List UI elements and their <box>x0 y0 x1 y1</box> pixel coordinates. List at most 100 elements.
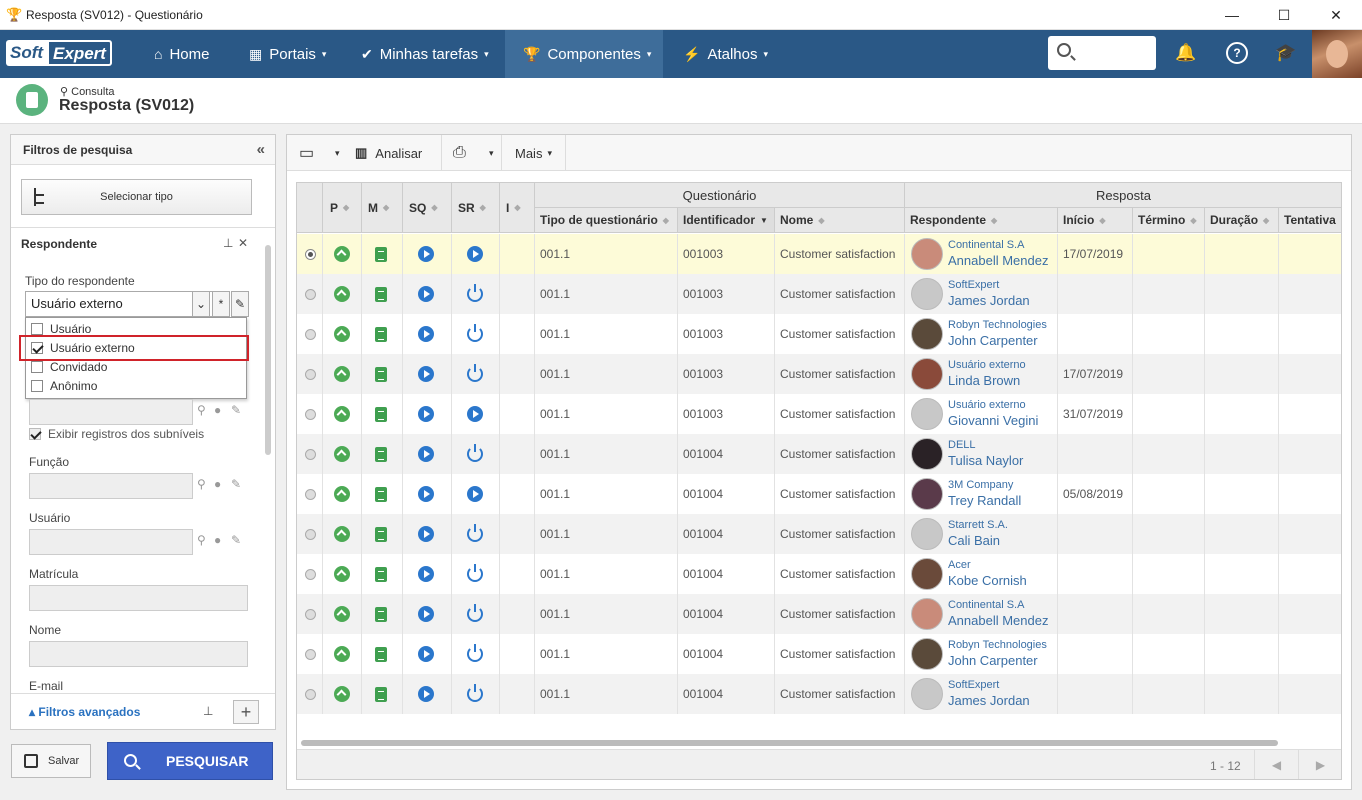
priority-up-icon[interactable] <box>334 286 350 302</box>
more-button[interactable]: Mais ▾ <box>515 145 552 161</box>
play-icon[interactable] <box>418 606 434 622</box>
print-icon[interactable]: ⎙ <box>453 144 466 161</box>
priority-up-icon[interactable] <box>334 366 350 382</box>
row-radio[interactable] <box>305 248 316 260</box>
priority-up-icon[interactable] <box>334 246 350 262</box>
table-row[interactable]: 001.1 001004 Customer satisfaction 3M Compa… <box>297 474 1341 514</box>
option-usuario[interactable]: Usuário <box>31 320 91 338</box>
respondent-name[interactable]: James Jordan <box>948 293 1030 308</box>
play-icon[interactable] <box>467 246 483 262</box>
priority-up-icon[interactable] <box>334 646 350 662</box>
priority-up-icon[interactable] <box>334 446 350 462</box>
play-icon[interactable] <box>467 406 483 422</box>
close-button[interactable]: ✕ <box>1330 6 1342 23</box>
row-radio[interactable] <box>305 528 316 540</box>
respondent-name[interactable]: Linda Brown <box>948 373 1021 388</box>
clipboard-icon[interactable] <box>375 486 387 502</box>
clipboard-icon[interactable] <box>375 246 387 262</box>
broom-icon[interactable]: ⊥ <box>203 704 214 718</box>
next-page-button[interactable]: ▶ <box>1298 750 1341 779</box>
search-icon[interactable]: ⚲ <box>197 477 206 491</box>
option-usuario-externo[interactable]: Usuário externo <box>31 339 135 357</box>
power-icon[interactable] <box>467 324 483 342</box>
close-icon[interactable]: ✕ <box>238 236 249 250</box>
header-inicio[interactable]: Início ◆ <box>1058 208 1133 233</box>
nav-home[interactable]: ⌂ Home <box>154 45 210 63</box>
play-icon[interactable] <box>418 406 434 422</box>
checkbox[interactable] <box>31 342 43 354</box>
priority-up-icon[interactable] <box>334 526 350 542</box>
checkbox[interactable] <box>31 361 43 373</box>
help-icon[interactable]: ? <box>1226 42 1248 64</box>
clipboard-icon[interactable] <box>375 646 387 662</box>
minimize-button[interactable]: — <box>1225 7 1239 23</box>
clipboard-icon[interactable] <box>375 686 387 702</box>
header-identificador[interactable]: Identificador ▼ <box>678 208 775 233</box>
play-icon[interactable] <box>418 686 434 702</box>
maximize-button[interactable]: ☐ <box>1277 6 1291 23</box>
priority-up-icon[interactable] <box>334 606 350 622</box>
header-termino[interactable]: Término ◆ <box>1133 208 1205 233</box>
respondent-name[interactable]: James Jordan <box>948 693 1030 708</box>
row-radio[interactable] <box>305 568 316 580</box>
user-icon[interactable]: ● <box>214 533 222 547</box>
header-m[interactable]: M ◆ <box>362 183 403 233</box>
save-button[interactable]: Salvar <box>11 744 91 778</box>
power-icon[interactable] <box>467 644 483 662</box>
add-filter-button[interactable]: + <box>233 700 259 724</box>
analyze-button[interactable]: ▥ Analisar <box>355 145 423 161</box>
type-select[interactable]: Usuário externo <box>25 291 213 317</box>
table-row[interactable]: 001.1 001004 Customer satisfaction SoftExpe… <box>297 674 1341 714</box>
option-anonimo[interactable]: Anônimo <box>31 377 97 395</box>
advanced-filters-link[interactable]: ▴ Filtros avançados <box>29 705 141 719</box>
priority-up-icon[interactable] <box>334 566 350 582</box>
table-row[interactable]: 001.1 001004 Customer satisfaction Continen… <box>297 594 1341 634</box>
header-duracao[interactable]: Duração ◆ <box>1205 208 1279 233</box>
nav-atalhos[interactable]: ⚡ Atalhos ▾ <box>683 45 769 63</box>
row-radio[interactable] <box>305 648 316 660</box>
clipboard-icon[interactable] <box>375 446 387 462</box>
header-p[interactable]: P ◆ <box>323 183 362 233</box>
user-icon[interactable]: ● <box>214 403 222 417</box>
horizontal-scrollbar[interactable] <box>301 740 1278 746</box>
priority-up-icon[interactable] <box>334 406 350 422</box>
brush-icon[interactable]: ✎ <box>231 533 242 547</box>
power-icon[interactable] <box>467 564 483 582</box>
table-row[interactable]: 001.1 001003 Customer satisfaction Usuário … <box>297 354 1341 394</box>
collapse-icon[interactable]: « <box>256 141 265 158</box>
respondent-name[interactable]: Trey Randall <box>948 493 1022 508</box>
row-radio[interactable] <box>305 408 316 420</box>
table-row[interactable]: 001.1 001003 Customer satisfaction SoftExpe… <box>297 274 1341 314</box>
power-icon[interactable] <box>467 364 483 382</box>
user-avatar[interactable] <box>1312 30 1362 78</box>
header-tentativa[interactable]: Tentativa <box>1279 208 1341 233</box>
respondent-name[interactable]: Annabell Mendez <box>948 253 1049 268</box>
play-icon[interactable] <box>418 566 434 582</box>
graduation-cap-icon[interactable]: 🎓 <box>1275 43 1297 62</box>
clipboard-icon[interactable] <box>375 286 387 302</box>
nav-portais[interactable]: ▦ Portais ▾ <box>249 45 327 63</box>
header-sq[interactable]: SQ ◆ <box>403 183 452 233</box>
power-icon[interactable] <box>467 524 483 542</box>
chevron-down-icon[interactable]: ⌄ <box>192 291 210 317</box>
table-row[interactable]: 001.1 001004 Customer satisfaction Acer Kobe… <box>297 554 1341 594</box>
clipboard-icon[interactable] <box>375 526 387 542</box>
play-icon[interactable] <box>418 326 434 342</box>
row-radio[interactable] <box>305 608 316 620</box>
clipboard-icon[interactable] <box>375 566 387 582</box>
play-icon[interactable] <box>418 246 434 262</box>
respondent-name[interactable]: Giovanni Vegini <box>948 413 1039 428</box>
user-icon[interactable]: ● <box>214 477 222 491</box>
power-icon[interactable] <box>467 604 483 622</box>
softexpert-logo[interactable]: Soft Expert <box>6 40 112 66</box>
chevron-down-icon[interactable]: ▾ <box>335 147 340 158</box>
table-row[interactable]: 001.1 001004 Customer satisfaction Robyn Te… <box>297 634 1341 674</box>
search-icon[interactable]: ⚲ <box>197 533 206 547</box>
asterisk-icon[interactable]: * <box>212 291 230 317</box>
chevron-down-icon[interactable]: ▾ <box>489 147 494 158</box>
clipboard-icon[interactable] <box>375 366 387 382</box>
priority-up-icon[interactable] <box>334 486 350 502</box>
respondent-name[interactable]: John Carpenter <box>948 333 1038 348</box>
respondent-name[interactable]: Annabell Mendez <box>948 613 1049 628</box>
play-icon[interactable] <box>467 486 483 502</box>
